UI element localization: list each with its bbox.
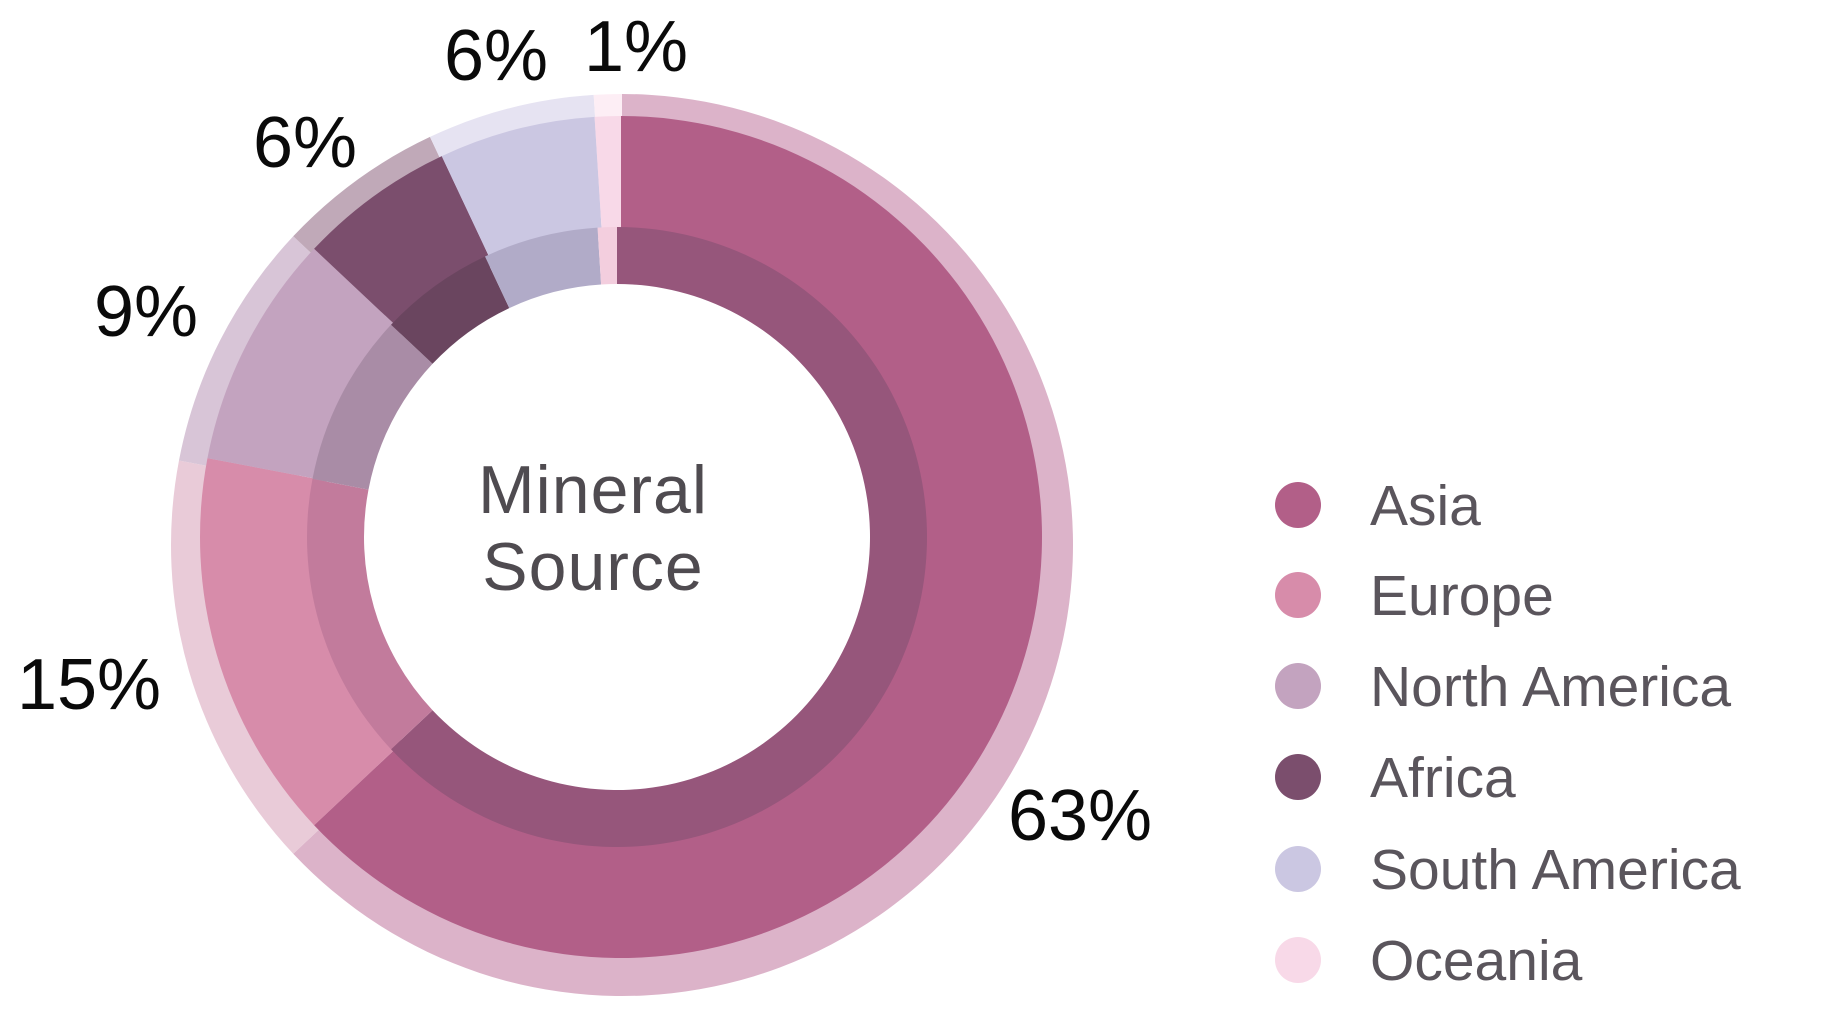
legend-label-europe: Europe	[1370, 564, 1554, 628]
donut-inner-shadow-ring	[307, 227, 927, 847]
shadow-slice-africa	[391, 256, 510, 364]
legend-label-asia: Asia	[1370, 474, 1481, 538]
center-title: Mineral Source	[478, 452, 708, 605]
legend-item-north-america: North America	[1275, 655, 1731, 719]
shadow-slice-asia	[391, 227, 927, 847]
legend-label-oceania: Oceania	[1370, 929, 1583, 993]
legend-item-africa: Africa	[1275, 746, 1516, 810]
legend-swatch-north-america	[1275, 663, 1321, 709]
main-slice-south-america	[441, 116, 603, 266]
percent-label-north-america: 9%	[94, 272, 198, 352]
main-slice-europe	[199, 458, 403, 826]
legend-item-asia: Asia	[1275, 474, 1481, 538]
percent-label-asia: 63%	[1008, 776, 1152, 856]
percent-label-europe: 15%	[17, 645, 161, 725]
legend-item-south-america: South America	[1275, 838, 1741, 902]
percent-labels: 63% 15% 9% 6% 6% 1%	[17, 7, 1152, 856]
main-slice-oceania	[594, 116, 621, 238]
legend-swatch-africa	[1275, 754, 1321, 800]
shadow-slice-oceania	[597, 227, 617, 285]
legend-item-oceania: Oceania	[1275, 929, 1583, 993]
center-title-line-2: Source	[482, 529, 703, 605]
legend-swatch-south-america	[1275, 846, 1321, 892]
shadow-slice-south-america	[485, 227, 602, 309]
donut-main-ring	[199, 116, 1042, 958]
legend-swatch-oceania	[1275, 937, 1321, 983]
legend: Asia Europe North America Africa South Ameri…	[1275, 474, 1741, 993]
shadow-slice-europe	[307, 478, 433, 750]
percent-label-south-america: 6%	[444, 16, 548, 96]
main-slice-north-america	[207, 248, 403, 481]
main-slice-asia	[314, 116, 1042, 958]
legend-label-south-america: South America	[1370, 838, 1741, 902]
percent-label-oceania: 1%	[584, 7, 688, 87]
legend-label-africa: Africa	[1370, 746, 1516, 810]
center-title-line-1: Mineral	[478, 452, 708, 528]
legend-item-europe: Europe	[1275, 564, 1554, 628]
legend-label-north-america: North America	[1370, 655, 1731, 719]
shadow-slice-north-america	[312, 324, 433, 490]
legend-swatch-asia	[1275, 482, 1321, 528]
percent-label-africa: 6%	[253, 103, 357, 183]
legend-swatch-europe	[1275, 572, 1321, 618]
